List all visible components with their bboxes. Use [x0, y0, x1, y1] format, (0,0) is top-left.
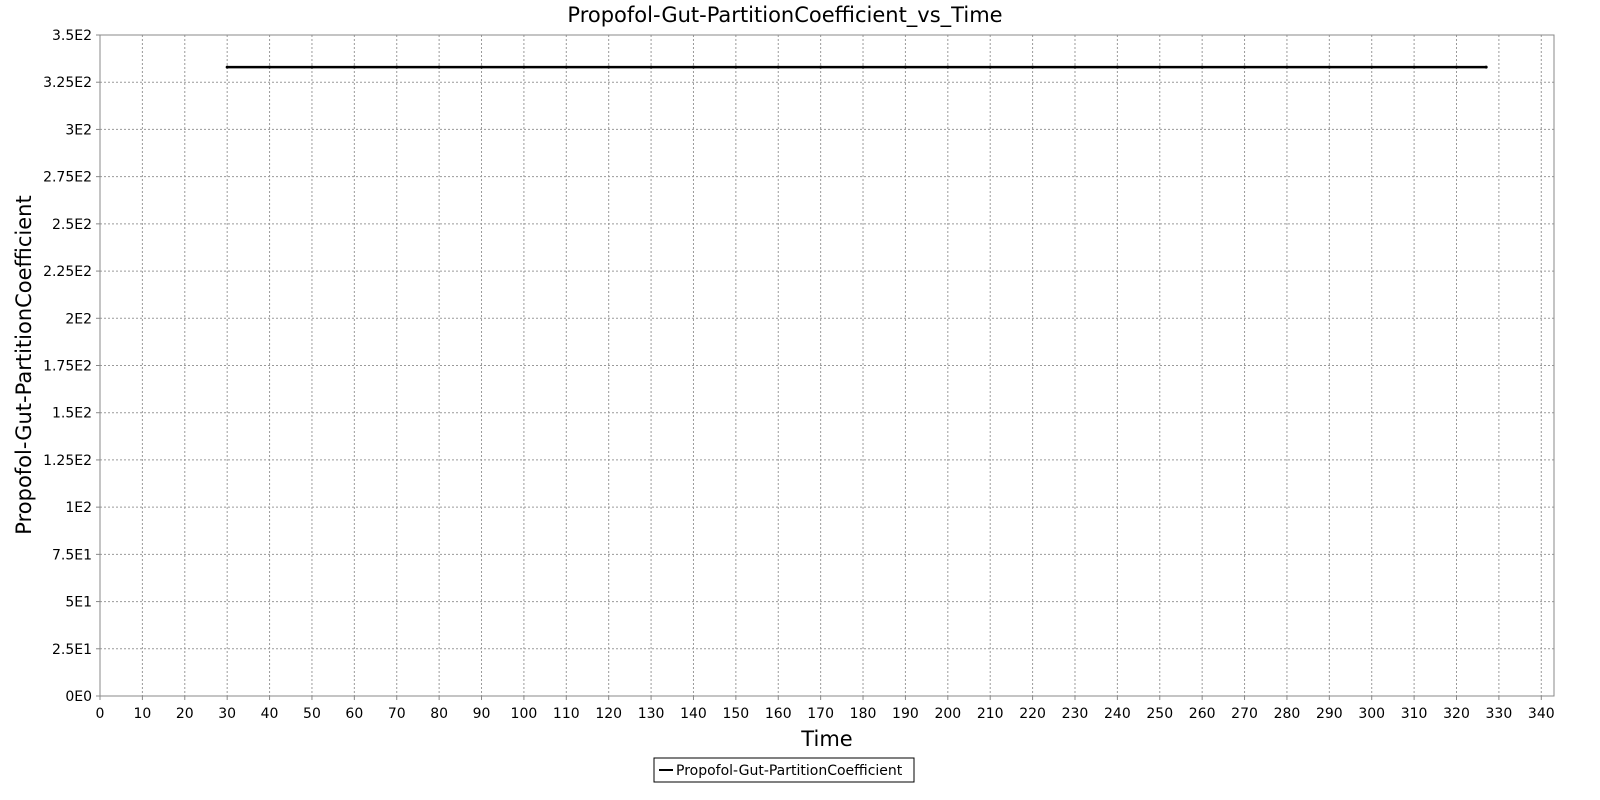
- y-tick-label: 7.5E1: [52, 547, 92, 563]
- y-axis-label: Propofol-Gut-PartitionCoefficient: [12, 195, 36, 534]
- x-tick-label: 30: [218, 706, 236, 722]
- data-point: [437, 65, 441, 69]
- data-point: [691, 65, 695, 69]
- data-point: [1412, 65, 1416, 69]
- x-tick-label: 270: [1231, 706, 1258, 722]
- x-tick-label: 130: [638, 706, 665, 722]
- x-axis-label: Time: [800, 727, 852, 751]
- data-point: [649, 65, 653, 69]
- data-point: [352, 65, 356, 69]
- y-axis-ticks: 0E0 2.5E1 5E1 7.5E1 1E2 1.25E2 1.5E2 1.75E2 2E2 2…: [43, 28, 100, 705]
- data-point: [1243, 65, 1247, 69]
- data-point: [395, 65, 399, 69]
- x-tick-label: 150: [722, 706, 749, 722]
- y-tick-label: 2.25E2: [43, 264, 92, 280]
- data-point: [564, 65, 568, 69]
- y-tick-label: 1.25E2: [43, 453, 92, 469]
- legend-box: [653, 757, 915, 783]
- x-tick-label: 40: [261, 706, 279, 722]
- x-tick-label: 70: [388, 706, 406, 722]
- y-tick-label: 1.5E2: [52, 406, 92, 422]
- gridlines: [99, 34, 1554, 697]
- x-tick-label: 100: [511, 706, 538, 722]
- data-point: [522, 65, 526, 69]
- x-tick-label: 20: [176, 706, 194, 722]
- x-tick-label: 10: [133, 706, 151, 722]
- x-tick-label: 320: [1443, 706, 1470, 722]
- data-point: [819, 65, 823, 69]
- data-point: [1115, 65, 1119, 69]
- data-point: [988, 65, 992, 69]
- x-tick-label: 280: [1274, 706, 1301, 722]
- data-point: [310, 65, 314, 69]
- data-point: [776, 65, 780, 69]
- x-tick-label: 230: [1062, 706, 1089, 722]
- data-point: [1455, 65, 1459, 69]
- x-tick-label: 90: [473, 706, 491, 722]
- x-tick-label: 250: [1146, 706, 1173, 722]
- data-point: [903, 65, 907, 69]
- x-tick-label: 60: [345, 706, 363, 722]
- x-tick-label: 140: [680, 706, 707, 722]
- y-tick-label: 1E2: [65, 500, 92, 516]
- x-tick-label: 180: [850, 706, 877, 722]
- x-tick-label: 200: [934, 706, 961, 722]
- data-point: [734, 65, 738, 69]
- x-tick-label: 210: [977, 706, 1004, 722]
- data-point: [861, 65, 865, 69]
- data-point: [607, 65, 611, 69]
- data-point: [1484, 65, 1488, 69]
- legend: Propofol-Gut-PartitionCoefficient: [653, 757, 915, 783]
- data-point: [1285, 65, 1289, 69]
- data-point: [946, 65, 950, 69]
- data-point: [225, 65, 229, 69]
- y-tick-label: 3.25E2: [43, 75, 92, 91]
- x-axis-ticks: 0 10 20 30 40 50 60 70 80 90 100 110 120 130 140 150 160…: [96, 696, 1555, 722]
- x-tick-label: 240: [1104, 706, 1131, 722]
- x-tick-label: 190: [892, 706, 919, 722]
- y-tick-label: 1.75E2: [43, 359, 92, 375]
- y-tick-label: 2.5E1: [52, 642, 92, 658]
- y-tick-label: 2E2: [65, 311, 92, 327]
- x-tick-label: 260: [1189, 706, 1216, 722]
- y-tick-label: 5E1: [65, 595, 92, 611]
- data-point: [1327, 65, 1331, 69]
- x-tick-label: 290: [1316, 706, 1343, 722]
- data-point: [1200, 65, 1204, 69]
- x-tick-label: 120: [595, 706, 622, 722]
- x-tick-label: 110: [553, 706, 580, 722]
- data-point: [1031, 65, 1035, 69]
- data-point: [268, 65, 272, 69]
- x-tick-label: 50: [303, 706, 321, 722]
- x-tick-label: 0: [96, 706, 105, 722]
- y-tick-label: 0E0: [65, 689, 92, 705]
- x-tick-label: 330: [1486, 706, 1513, 722]
- y-tick-label: 3.5E2: [52, 28, 92, 44]
- data-point: [1073, 65, 1077, 69]
- series-layer: [225, 65, 1488, 69]
- y-tick-label: 3E2: [65, 122, 92, 138]
- x-tick-label: 310: [1401, 706, 1428, 722]
- x-tick-label: 80: [430, 706, 448, 722]
- data-point: [1370, 65, 1374, 69]
- chart-title: Propofol-Gut-PartitionCoefficient_vs_Tim…: [567, 3, 1002, 28]
- x-tick-label: 340: [1528, 706, 1555, 722]
- x-tick-label: 170: [807, 706, 834, 722]
- plot-area: [99, 34, 1555, 697]
- data-point: [1158, 65, 1162, 69]
- legend-entry-label: Propofol-Gut-PartitionCoefficient: [676, 763, 903, 779]
- y-tick-label: 2.75E2: [43, 170, 92, 186]
- x-tick-label: 160: [765, 706, 792, 722]
- x-tick-label: 300: [1358, 706, 1385, 722]
- x-tick-label: 220: [1019, 706, 1046, 722]
- y-tick-label: 2.5E2: [52, 217, 92, 233]
- data-point: [480, 65, 484, 69]
